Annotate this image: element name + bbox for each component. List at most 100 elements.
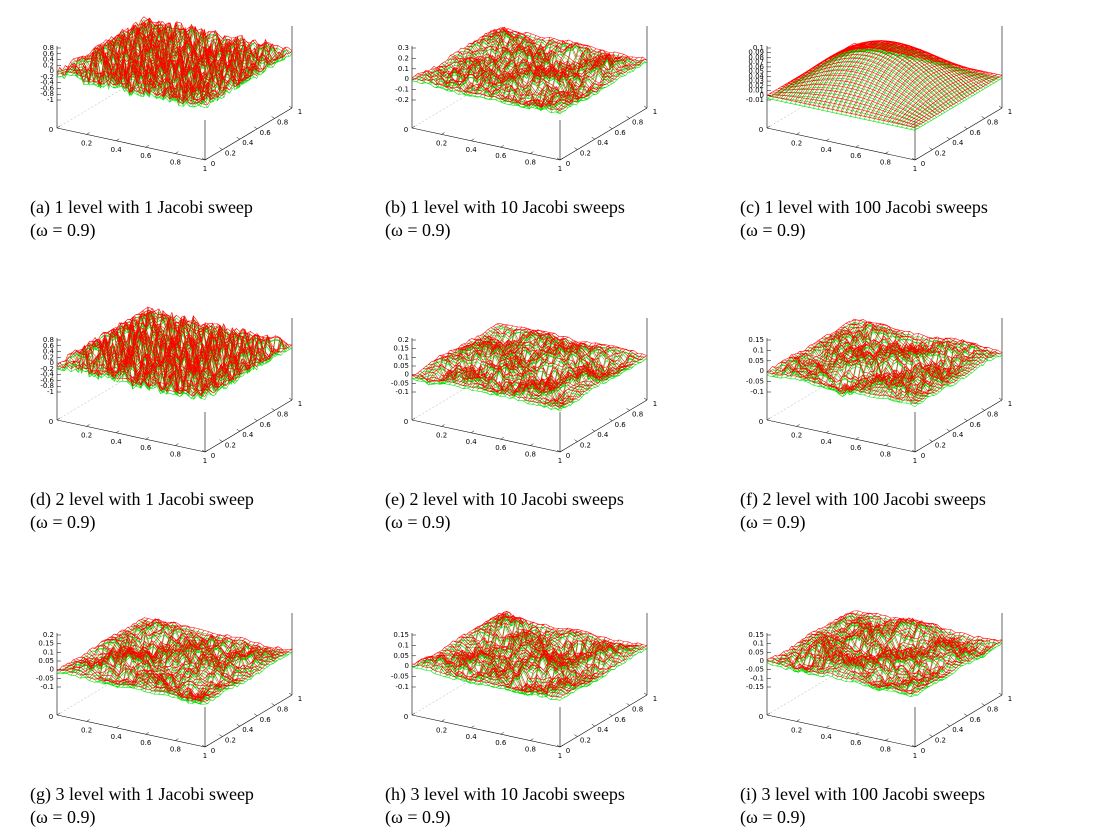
y-tick [609, 419, 612, 421]
caption: (i) 3 level with 100 Jacobi sweeps [740, 784, 985, 805]
z-tick-label: 0.3 [398, 44, 409, 52]
axis-line [412, 715, 560, 747]
y-tick-label: 0.2 [935, 737, 946, 745]
x-tick [885, 152, 888, 154]
x-tick [915, 158, 918, 160]
z-tick-label: -1 [47, 96, 54, 104]
x-tick [146, 145, 149, 147]
y-tick-label: 1 [298, 695, 302, 703]
caption-param: (ω = 0.9) [30, 220, 96, 241]
y-tick-label: 0.6 [260, 421, 272, 429]
x-tick [471, 431, 474, 433]
z-tick-label: 0.1 [398, 353, 409, 361]
x-tick [175, 444, 178, 446]
subfigure: 0.150.10.050-0.05-0.100.20.40.60.8100.20… [385, 611, 657, 828]
y-tick [574, 148, 577, 150]
x-tick-label: 0.8 [525, 159, 536, 167]
y-tick [627, 408, 630, 410]
x-tick-label: 0.6 [140, 739, 152, 747]
y-tick [947, 429, 950, 431]
x-tick-label: 0 [759, 126, 763, 134]
y-tick [289, 693, 292, 695]
y-tick [609, 127, 612, 129]
caption-param: (ω = 0.9) [30, 807, 96, 828]
caption: (e) 2 level with 10 Jacobi sweeps [385, 489, 624, 510]
axis-line [205, 695, 292, 747]
y-tick-label: 0.2 [225, 737, 236, 745]
y-tick-label: 0 [211, 160, 215, 168]
x-tick [442, 424, 445, 426]
x-tick-label: 0.4 [111, 146, 123, 154]
y-tick-label: 0.6 [615, 716, 627, 724]
z-tick-label: 0.1 [398, 641, 409, 649]
y-tick [964, 127, 967, 129]
y-tick-label: 0.4 [242, 139, 254, 147]
x-tick [826, 726, 829, 728]
x-tick [442, 132, 445, 134]
x-tick [205, 745, 208, 747]
y-tick-label: 0.8 [632, 118, 643, 126]
x-tick-label: 0 [404, 126, 408, 134]
y-tick [929, 440, 932, 442]
x-tick [530, 444, 533, 446]
y-tick-label: 0.4 [242, 431, 254, 439]
x-tick-label: 1 [913, 752, 917, 760]
x-tick [87, 719, 90, 721]
y-tick-label: 0.6 [615, 129, 627, 137]
x-tick-label: 0.6 [495, 444, 507, 452]
x-tick-label: 0.8 [880, 451, 891, 459]
z-tick-label: 0.1 [43, 648, 54, 656]
caption: (f) 2 level with 100 Jacobi sweeps [740, 489, 986, 510]
x-tick-label: 0 [49, 126, 53, 134]
y-tick-label: 0.6 [970, 421, 982, 429]
x-tick [885, 444, 888, 446]
y-tick-label: 0.4 [597, 139, 609, 147]
x-tick-label: 0.4 [821, 146, 833, 154]
x-tick [205, 158, 208, 160]
x-tick-label: 0.2 [436, 139, 447, 147]
axis-line [915, 695, 1002, 747]
y-tick [982, 116, 985, 118]
x-tick-label: 0.8 [170, 746, 181, 754]
z-tick-label: 0.1 [753, 346, 764, 354]
x-tick [560, 745, 563, 747]
y-tick-label: 0.4 [597, 431, 609, 439]
y-tick-label: 0.6 [970, 716, 982, 724]
y-tick-label: 0.4 [952, 139, 964, 147]
x-tick-label: 1 [913, 457, 917, 465]
x-tick [146, 732, 149, 734]
x-tick [767, 126, 770, 128]
y-tick-label: 0.2 [580, 737, 591, 745]
z-tick-label: 0.2 [398, 54, 409, 62]
y-tick-label: 1 [653, 400, 657, 408]
x-tick-label: 1 [203, 752, 207, 760]
x-tick [412, 418, 415, 420]
x-tick-label: 0 [49, 713, 53, 721]
x-tick [205, 450, 208, 452]
x-tick [885, 739, 888, 741]
y-tick-label: 0 [211, 452, 215, 460]
y-tick-label: 0.6 [615, 421, 627, 429]
y-tick-label: 1 [298, 108, 302, 116]
caption: (a) 1 level with 1 Jacobi sweep [30, 197, 253, 218]
x-tick-label: 0.6 [850, 739, 862, 747]
y-tick [237, 724, 240, 726]
z-tick-label: -0.05 [391, 673, 409, 681]
y-tick-label: 0.8 [277, 410, 288, 418]
y-tick [219, 735, 222, 737]
y-tick-label: 0.4 [952, 431, 964, 439]
x-tick [501, 437, 504, 439]
y-tick-label: 0 [921, 747, 925, 755]
axis-line [57, 128, 205, 160]
z-tick-label: -0.05 [36, 674, 54, 682]
x-tick-label: 0 [759, 418, 763, 426]
y-tick [982, 408, 985, 410]
y-tick-label: 0.2 [935, 150, 946, 158]
z-tick-label: -0.1 [395, 388, 409, 396]
y-tick-label: 0.8 [277, 705, 288, 713]
figure: 0.80.60.40.20-0.2-0.4-0.6-0.8-100.20.40.… [0, 0, 1096, 830]
x-tick [175, 739, 178, 741]
z-tick-label: -0.2 [395, 96, 409, 104]
y-tick-label: 0.4 [242, 726, 254, 734]
y-tick [947, 137, 950, 139]
